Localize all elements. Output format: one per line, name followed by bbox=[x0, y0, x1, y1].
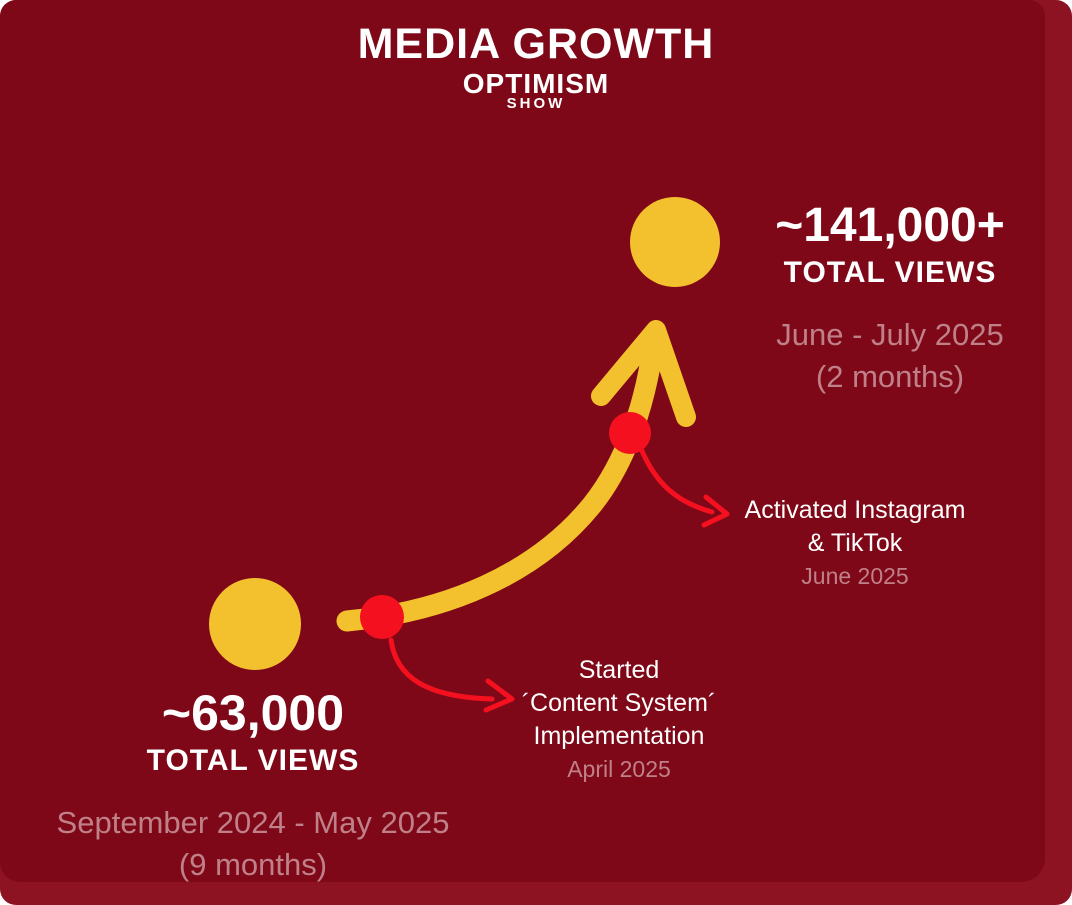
start-total-views-value: ~63,000 bbox=[161, 685, 345, 741]
stat-block-end: ~141,000+ TOTAL VIEWS June - July 2025 (… bbox=[700, 202, 1072, 398]
end-total-views-label: TOTAL VIEWS bbox=[783, 256, 997, 289]
show-logo: OPTIMISM SHOW bbox=[0, 68, 1072, 112]
milestone-line: ´Content System´ bbox=[521, 689, 717, 717]
milestone-line: Started bbox=[578, 656, 660, 684]
milestone-line: Activated Instagram bbox=[744, 496, 966, 524]
milestone-dot-content-system bbox=[360, 595, 404, 639]
start-stage-circle-icon bbox=[209, 578, 301, 670]
growth-arrow-shaft bbox=[336, 329, 665, 632]
milestone-date: April 2025 bbox=[567, 756, 671, 782]
pointer-arrow-head-content-system-icon bbox=[483, 678, 515, 713]
page-title: MEDIA GROWTH bbox=[357, 20, 715, 68]
pointer-arrow-social bbox=[639, 448, 715, 515]
pointer-arrow-head-social-icon bbox=[701, 494, 730, 528]
start-total-views-label: TOTAL VIEWS bbox=[146, 744, 360, 777]
end-stage-circle-icon bbox=[630, 197, 720, 287]
slide-canvas bbox=[0, 0, 1045, 882]
end-period: June - July 2025 bbox=[776, 317, 1004, 352]
logo-subtitle: SHOW bbox=[506, 95, 566, 112]
milestone-annotation-content-system: Started ´Content System´ Implementation … bbox=[489, 654, 749, 786]
milestone-line: Implementation bbox=[533, 722, 705, 750]
milestone-dot-social bbox=[609, 412, 651, 454]
milestone-date: June 2025 bbox=[801, 563, 909, 589]
end-total-views-value: ~141,000+ bbox=[775, 199, 1005, 252]
milestone-line: & TikTok bbox=[807, 529, 903, 557]
pointer-arrow-content-system bbox=[388, 637, 495, 702]
end-duration: (2 months) bbox=[815, 358, 965, 394]
logo-wordmark: OPTIMISM bbox=[462, 68, 610, 99]
milestone-annotation-social: Activated Instagram & TikTok June 2025 bbox=[715, 494, 995, 593]
growth-arrow-head-icon bbox=[591, 320, 696, 427]
start-duration: (9 months) bbox=[178, 846, 328, 882]
stat-block-start: ~63,000 TOTAL VIEWS September 2024 - May… bbox=[38, 688, 468, 886]
start-period: September 2024 - May 2025 bbox=[56, 805, 450, 840]
